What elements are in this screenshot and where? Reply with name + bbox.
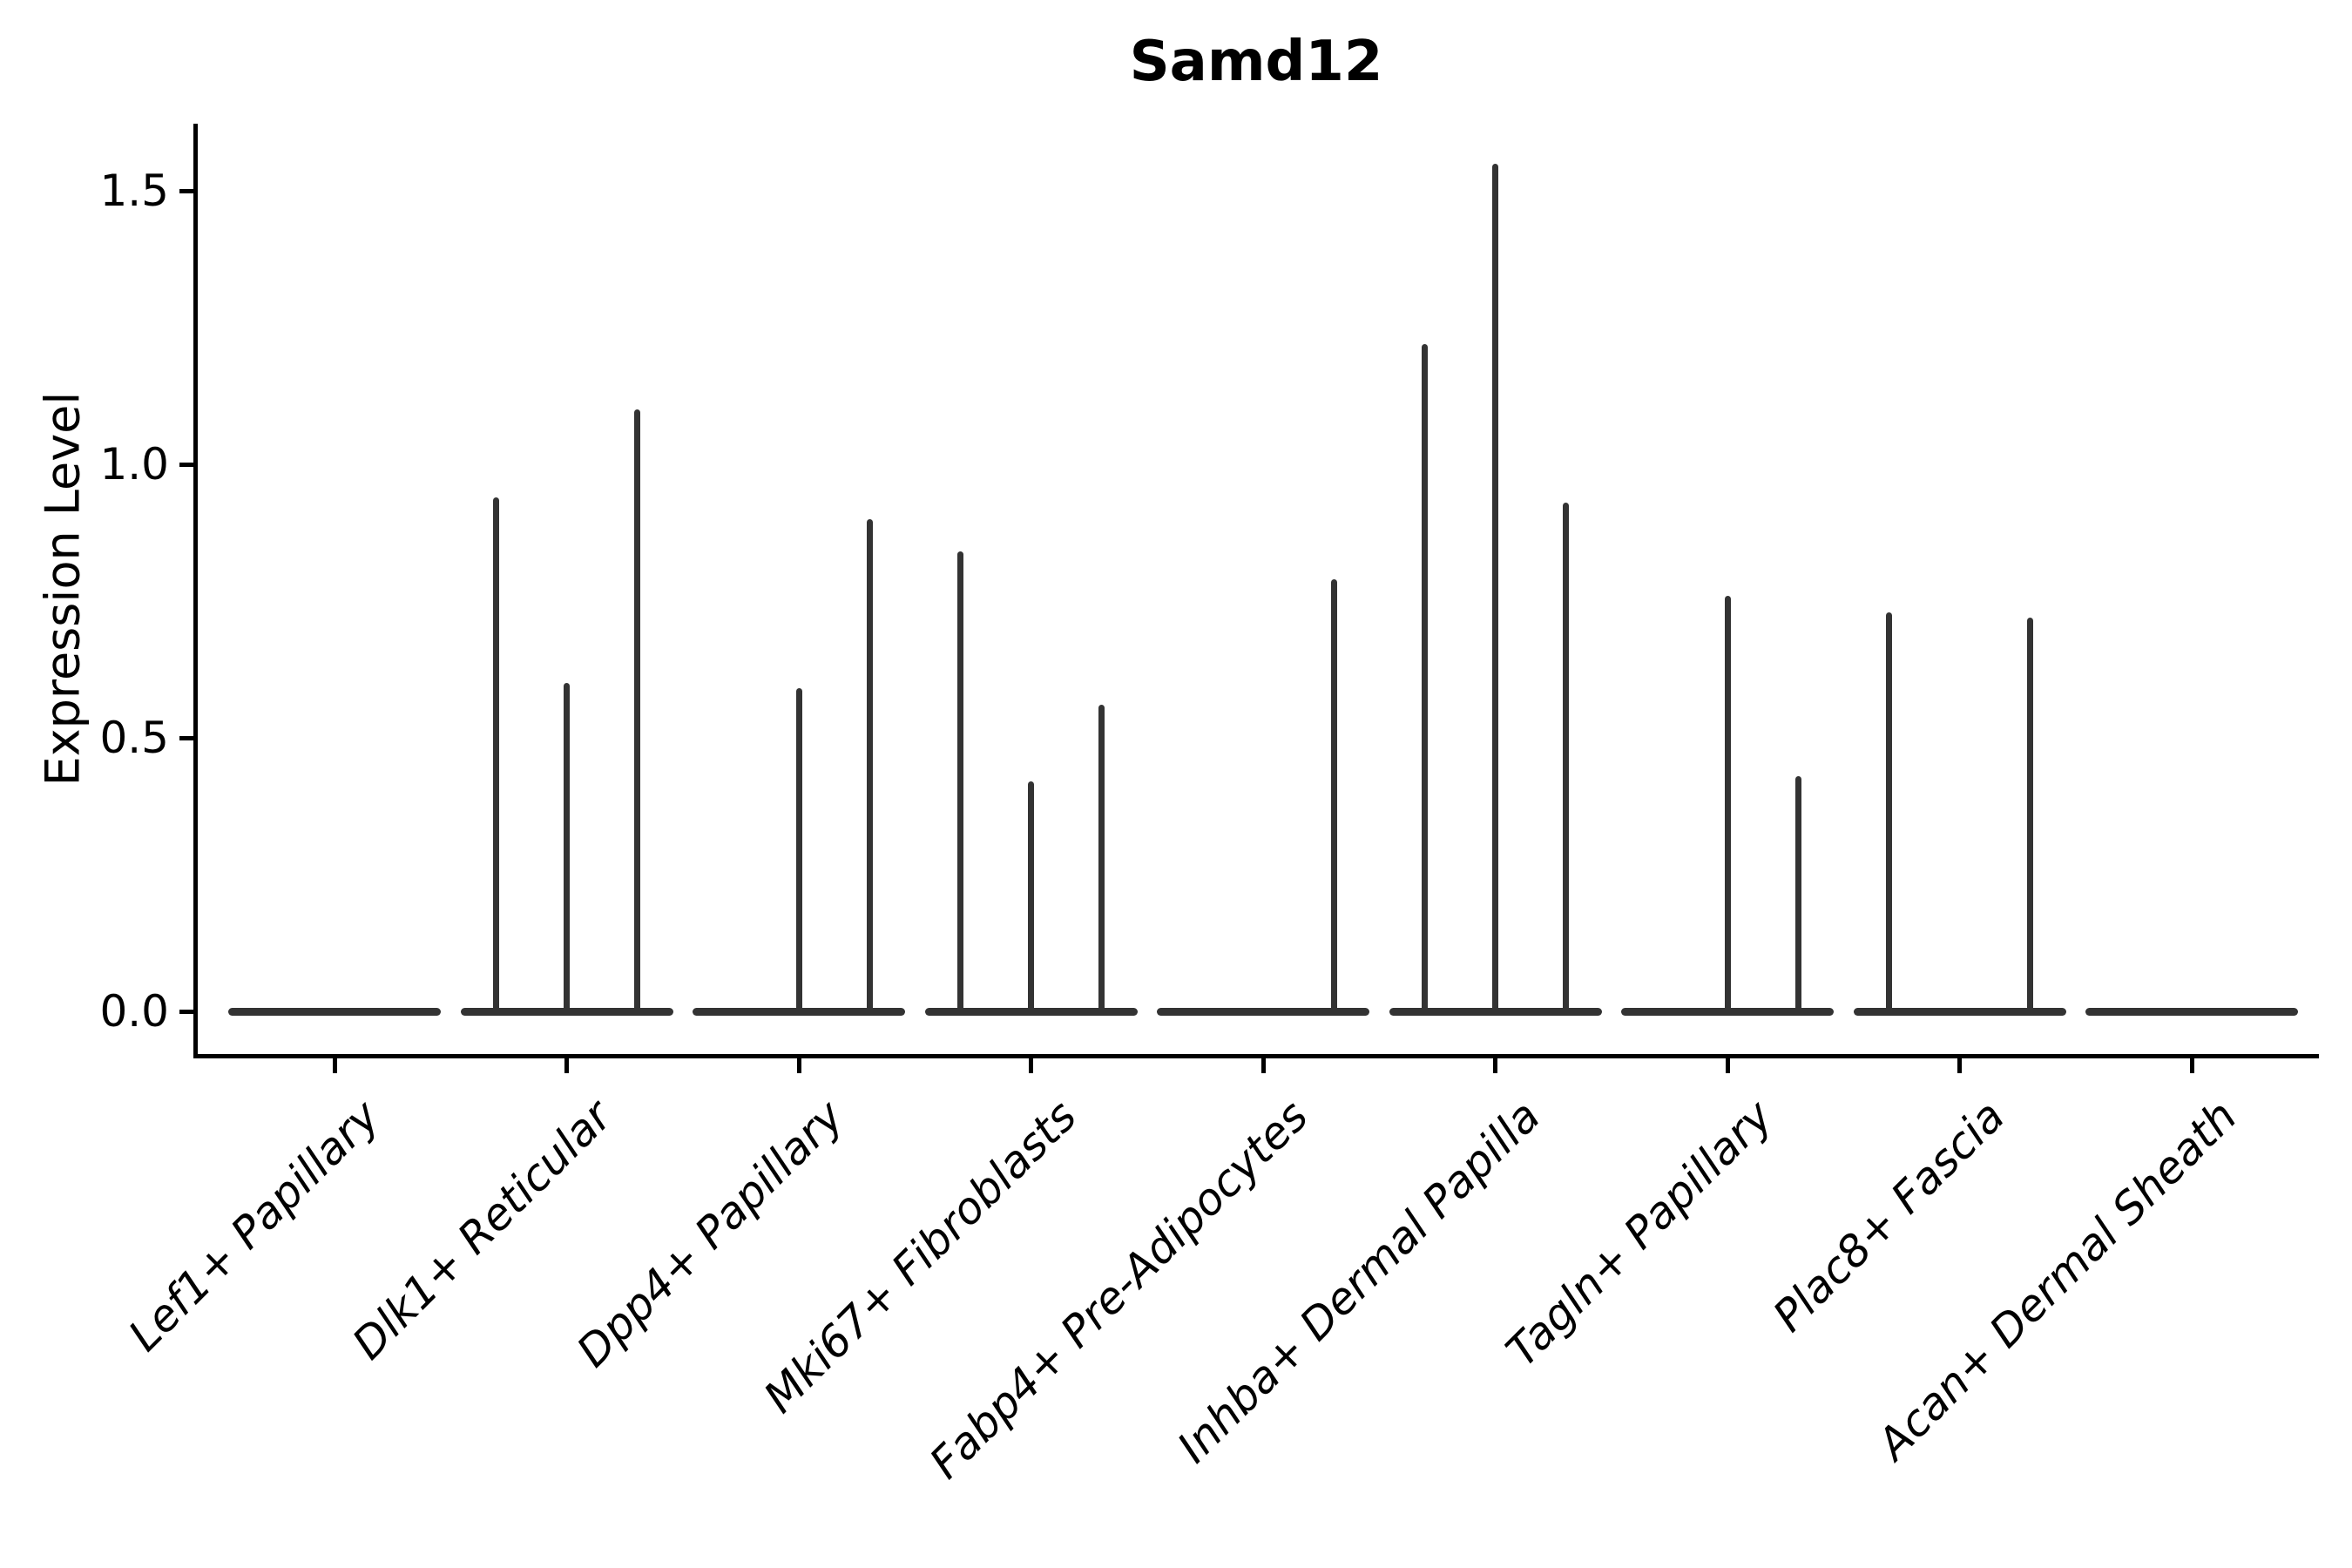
violin-spike bbox=[2027, 617, 2033, 1011]
violin-baseline bbox=[2085, 1007, 2298, 1016]
violin-spike bbox=[957, 551, 963, 1011]
y-tick-label: 0.5 bbox=[99, 713, 169, 763]
x-tick-mark bbox=[1029, 1058, 1033, 1073]
violin-baseline bbox=[460, 1007, 673, 1016]
violin-spike bbox=[564, 683, 570, 1011]
x-tick-mark bbox=[1493, 1058, 1497, 1073]
y-tick-mark bbox=[179, 735, 193, 740]
violin-spike bbox=[1330, 578, 1337, 1011]
x-tick-mark bbox=[1725, 1058, 1730, 1073]
violin-spike bbox=[1028, 781, 1034, 1011]
violin-spike bbox=[493, 497, 499, 1011]
x-tick-mark bbox=[1260, 1058, 1266, 1073]
violin-baseline bbox=[1389, 1007, 1602, 1016]
y-tick-mark bbox=[179, 188, 193, 193]
y-tick-mark bbox=[179, 1009, 193, 1014]
violin-spike bbox=[1563, 502, 1569, 1011]
violin-baseline bbox=[1621, 1007, 1834, 1016]
x-tick-mark bbox=[2189, 1058, 2194, 1073]
y-tick-label: 1.5 bbox=[99, 166, 169, 216]
violin-spike bbox=[634, 409, 640, 1011]
y-tick-label: 0.0 bbox=[99, 986, 169, 1037]
x-tick-mark bbox=[1957, 1058, 1962, 1073]
violin-spike bbox=[1492, 163, 1498, 1011]
x-axis-line bbox=[193, 1054, 2319, 1058]
y-tick-mark bbox=[179, 462, 193, 467]
x-tick-label: Plac8+ Fascia bbox=[1763, 1091, 2015, 1342]
violin-spike bbox=[795, 688, 802, 1011]
violin-baseline bbox=[924, 1007, 1138, 1016]
violin-baseline bbox=[228, 1007, 441, 1016]
violin-spike bbox=[1724, 595, 1731, 1011]
violin-spike bbox=[866, 518, 873, 1011]
violin-baseline bbox=[693, 1007, 905, 1016]
y-axis-line bbox=[193, 124, 198, 1058]
x-tick-mark bbox=[564, 1058, 569, 1073]
x-tick-label: Fabp4+ Pre-Adipocytes bbox=[920, 1091, 1319, 1489]
y-tick-label: 1.0 bbox=[99, 439, 169, 490]
violin-spike bbox=[1422, 343, 1428, 1011]
violin-spike bbox=[1098, 705, 1105, 1011]
violin-spike bbox=[1794, 775, 1801, 1011]
violin-baseline bbox=[1157, 1007, 1369, 1016]
x-tick-mark bbox=[796, 1058, 801, 1073]
violin-spike bbox=[1886, 612, 1892, 1011]
chart-title: Samd12 bbox=[1129, 30, 1383, 94]
x-tick-label: Lef1+ Papillary bbox=[118, 1091, 390, 1362]
violin-baseline bbox=[1853, 1007, 2066, 1016]
x-tick-mark bbox=[332, 1058, 337, 1073]
